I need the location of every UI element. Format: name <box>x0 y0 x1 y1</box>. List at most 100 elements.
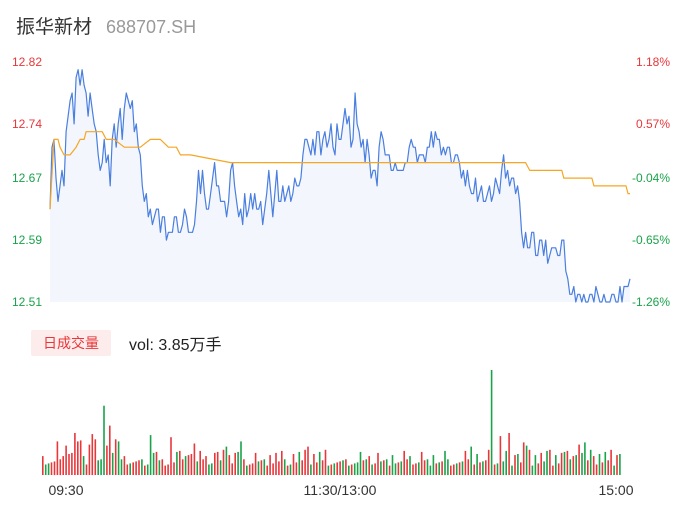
volume-bar <box>441 461 443 476</box>
volume-bar <box>348 465 350 475</box>
volume-bar <box>447 459 449 476</box>
volume-bar <box>420 451 423 475</box>
volume-bar <box>450 465 452 475</box>
volume-bar <box>234 452 236 475</box>
volume-bar <box>330 464 333 475</box>
volume-bar <box>339 461 341 476</box>
volume-bar <box>552 465 554 475</box>
x-tick-label: 15:00 <box>598 482 633 498</box>
y-right-tick-label: -0.04% <box>632 171 670 185</box>
volume-bar <box>522 442 525 475</box>
volume-bar <box>415 463 417 475</box>
volume-bar <box>397 462 400 475</box>
volume-bar <box>429 465 432 475</box>
volume-bar <box>555 455 557 475</box>
volume-bar <box>321 460 324 475</box>
volume-bar <box>263 459 266 476</box>
volume-bar <box>155 451 158 475</box>
volume-bar <box>423 460 426 475</box>
volume-bar <box>167 464 169 475</box>
volume-bar <box>313 454 315 475</box>
volume-bar <box>316 462 318 475</box>
x-tick-label: 09:30 <box>48 482 83 498</box>
volume-bar <box>219 460 222 475</box>
volume-bar <box>514 455 516 475</box>
volume-bar <box>281 450 283 476</box>
volume-bar <box>286 465 289 475</box>
volume-bar <box>47 463 50 475</box>
volume-bar <box>496 463 499 475</box>
volume-bar <box>371 464 373 475</box>
volume-bar <box>77 441 79 475</box>
volume-bar <box>278 461 280 476</box>
volume-bar <box>44 464 47 475</box>
volume-bar <box>257 461 260 476</box>
volume-bar <box>435 463 438 475</box>
volume-bar <box>365 459 368 476</box>
volume-bar <box>74 433 76 475</box>
volume-bar <box>65 445 67 475</box>
volume-bar <box>318 451 321 475</box>
volume-bar <box>400 461 403 476</box>
volume-bar <box>546 450 548 476</box>
volume-bar <box>120 459 123 476</box>
y-left-tick-label: 12.82 <box>12 55 42 69</box>
volume-bar <box>42 456 44 475</box>
stock-code: 688707.SH <box>106 17 197 37</box>
volume-bar <box>123 456 126 475</box>
volume-bar <box>289 464 292 475</box>
volume-bar <box>563 451 566 475</box>
daily-volume-tab[interactable]: 日成交量 <box>31 330 111 356</box>
volume-bar <box>520 462 522 475</box>
volume-bar <box>173 462 175 475</box>
volume-bar <box>385 459 388 476</box>
volume-bar <box>327 465 330 475</box>
volume-bar <box>438 462 440 475</box>
volume-bar <box>578 444 580 475</box>
volume-bar <box>211 463 213 475</box>
volume-bar <box>589 449 592 475</box>
volume-bar <box>528 449 531 475</box>
volume-bar <box>479 462 481 475</box>
volume-bar <box>231 463 233 475</box>
volume-bar <box>176 451 178 475</box>
volume-bar <box>59 459 62 476</box>
volume-bar <box>240 441 242 475</box>
volume-bar <box>598 454 601 475</box>
volume-bar <box>511 465 513 475</box>
volume-bar <box>353 463 356 475</box>
volume-bar <box>298 451 301 475</box>
volume-bar <box>333 463 336 475</box>
volume-bar <box>368 456 370 475</box>
volume-bar <box>616 455 618 475</box>
volume-bar <box>114 439 117 475</box>
volume-bar <box>225 446 228 475</box>
volume-bar <box>324 449 327 475</box>
volume-bar <box>391 455 394 475</box>
volume-bar <box>403 450 405 476</box>
volume-bar <box>184 456 187 475</box>
volume-bar <box>248 464 251 475</box>
volume-bar <box>380 461 382 476</box>
volume-bar <box>505 450 507 476</box>
average-price-line <box>49 131 630 210</box>
volume-bar <box>100 459 102 476</box>
y-left-tick-label: 12.59 <box>12 233 42 247</box>
volume-bar <box>412 464 414 475</box>
volume-bar <box>592 456 595 475</box>
volume-bar <box>79 440 82 475</box>
volume-bar <box>342 460 344 475</box>
volume-bar <box>350 464 353 475</box>
volume-bar <box>581 452 583 475</box>
volume-bar <box>549 449 551 475</box>
price-line <box>49 69 631 303</box>
volume-bar <box>202 459 204 476</box>
volume-bar <box>566 450 569 476</box>
volume-bar <box>587 460 589 475</box>
volume-bar <box>149 435 152 475</box>
volume-bar <box>426 459 429 476</box>
volume-bar <box>502 461 505 476</box>
volume-bar <box>508 433 510 475</box>
volume-bar <box>243 459 245 476</box>
volume-bar <box>377 452 379 475</box>
